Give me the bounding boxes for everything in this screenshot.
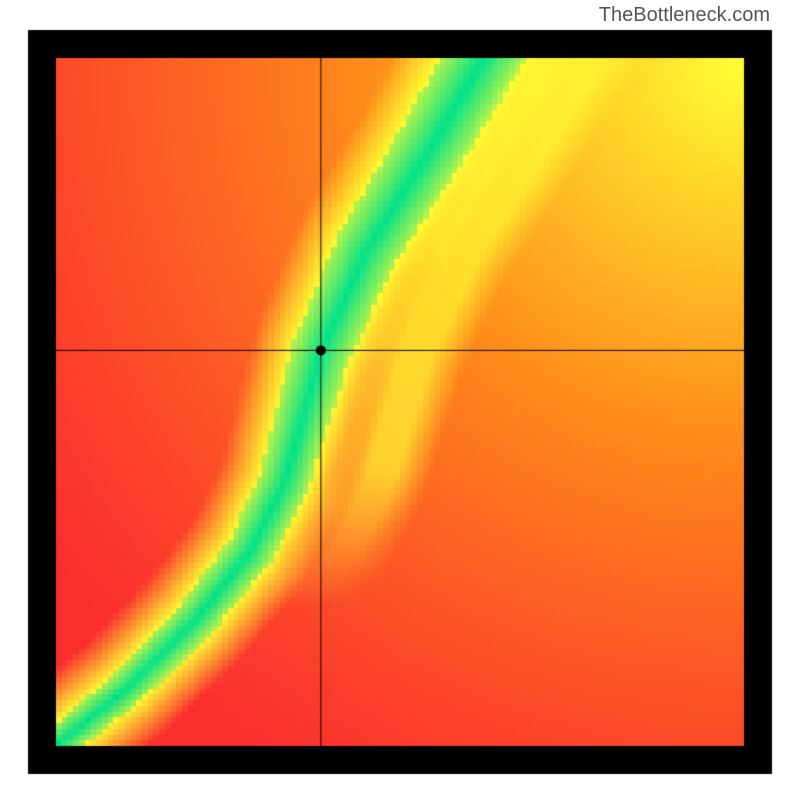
chart-container: TheBottleneck.com xyxy=(0,0,800,800)
heatmap-canvas xyxy=(0,0,800,800)
watermark-text: TheBottleneck.com xyxy=(599,4,770,27)
